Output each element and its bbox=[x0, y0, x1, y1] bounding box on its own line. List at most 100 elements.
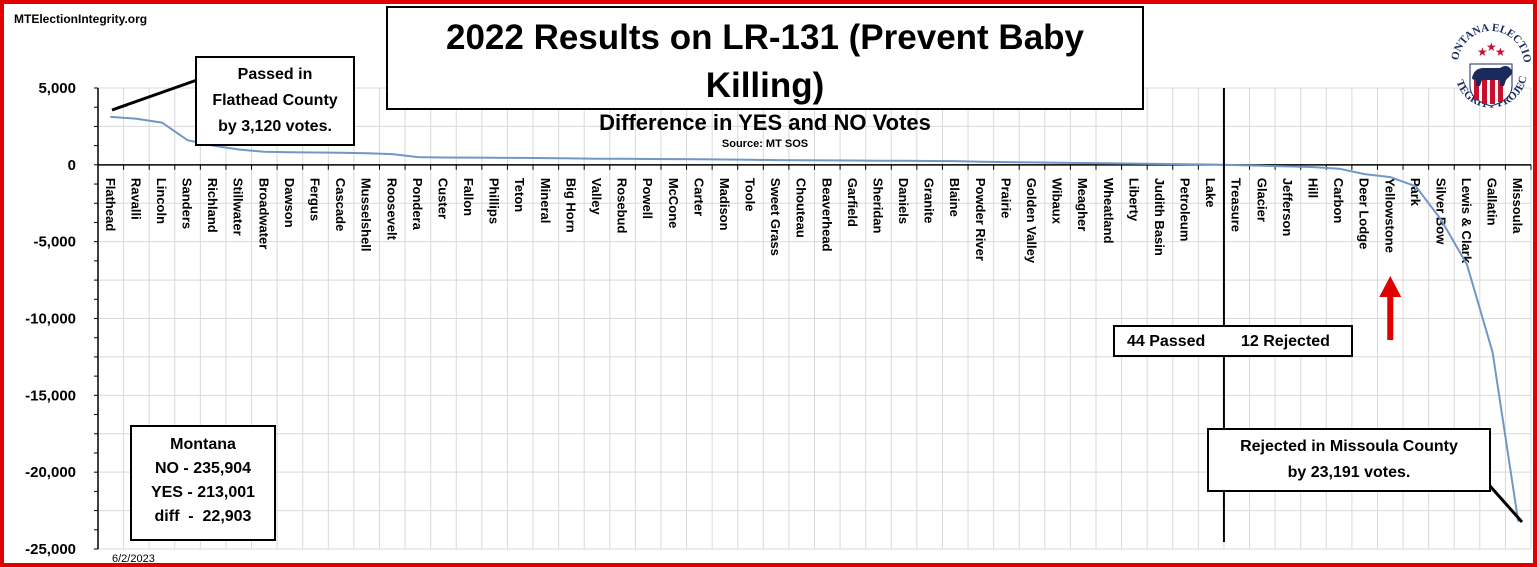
chart-title: 2022 Results on LR-131 (Prevent Baby Kil… bbox=[445, 18, 1084, 105]
data-point bbox=[237, 148, 240, 151]
data-point bbox=[647, 158, 649, 160]
category-label: Toole bbox=[743, 178, 758, 212]
missoula-annotation: Rejected in Missoula County by 23,191 vo… bbox=[1207, 428, 1491, 492]
data-point bbox=[1261, 164, 1264, 167]
category-label: Wheatland bbox=[1101, 178, 1116, 244]
category-label: Meagher bbox=[1075, 178, 1090, 231]
category-label: McCone bbox=[666, 178, 681, 229]
data-point bbox=[749, 158, 752, 161]
data-point bbox=[698, 158, 701, 161]
category-label: Ravalli bbox=[128, 178, 143, 220]
category-label: Dawson bbox=[282, 178, 297, 228]
data-point bbox=[1133, 162, 1136, 165]
data-point bbox=[1491, 351, 1494, 354]
data-point bbox=[1312, 166, 1315, 168]
data-point bbox=[519, 157, 522, 159]
category-label: Blaine bbox=[947, 178, 962, 217]
passed-count: 44 Passed bbox=[1127, 333, 1206, 350]
y-tick-label: -20,000 bbox=[25, 464, 76, 481]
montana-summary: Montana NO - 235,904 YES - 213,001 diff … bbox=[130, 425, 276, 541]
category-label: Custer bbox=[435, 178, 450, 219]
y-tick-label: -5,000 bbox=[33, 234, 76, 251]
category-label: Richland bbox=[205, 178, 220, 233]
data-point bbox=[1056, 161, 1059, 164]
svg-text:MONTANA ELECTION: MONTANA ELECTION bbox=[1448, 14, 1533, 64]
y-tick-label: -15,000 bbox=[25, 387, 76, 404]
category-label: Roosevelt bbox=[384, 178, 399, 241]
logo-icon: MONTANA ELECTION INTEGRITY PROJECT ★ ★ ★ bbox=[1448, 14, 1533, 111]
category-label: Valley bbox=[589, 178, 604, 216]
category-label: Stillwater bbox=[231, 178, 246, 236]
data-point bbox=[826, 159, 829, 162]
category-label: Carbon bbox=[1331, 178, 1346, 224]
y-tick-label: 5,000 bbox=[38, 80, 76, 97]
category-label: Silver Bow bbox=[1433, 178, 1448, 245]
missoula-line-2: by 23,191 votes. bbox=[1287, 464, 1411, 481]
flathead-line-3: by 3,120 votes. bbox=[218, 118, 332, 135]
category-label: Lake bbox=[1203, 178, 1218, 208]
data-point bbox=[263, 150, 266, 153]
flathead-annotation: Passed in Flathead County by 3,120 votes… bbox=[195, 56, 355, 146]
category-label: Chouteau bbox=[794, 178, 809, 238]
data-point bbox=[877, 159, 880, 162]
category-label: Yellowstone bbox=[1382, 178, 1397, 253]
category-label: Golden Valley bbox=[1024, 178, 1039, 264]
site-label: MTElectionIntegrity.org bbox=[14, 12, 148, 26]
category-label: Gallatin bbox=[1485, 178, 1500, 226]
category-label: Lincoln bbox=[154, 178, 169, 224]
category-label: Carter bbox=[691, 178, 706, 216]
category-label: Big Horn bbox=[563, 178, 578, 233]
category-label: Beaverhead bbox=[819, 178, 834, 252]
data-point bbox=[1338, 167, 1340, 170]
data-point bbox=[1287, 165, 1289, 168]
data-point bbox=[1415, 185, 1417, 188]
data-point bbox=[314, 151, 317, 154]
category-label: Glacier bbox=[1254, 178, 1269, 222]
data-point bbox=[135, 117, 138, 120]
data-point bbox=[903, 160, 905, 162]
data-point bbox=[340, 152, 342, 154]
data-point bbox=[596, 157, 598, 160]
data-point bbox=[1031, 161, 1033, 164]
category-label: Teton bbox=[512, 178, 527, 212]
category-label: Liberty bbox=[1126, 178, 1141, 222]
montana-no: NO - 235,904 bbox=[154, 460, 252, 477]
category-label: Lewis & Clark bbox=[1459, 178, 1474, 264]
data-point bbox=[109, 116, 112, 118]
data-point bbox=[672, 158, 675, 160]
category-label: Cascade bbox=[333, 178, 348, 231]
category-label: Hill bbox=[1305, 178, 1320, 198]
y-tick-label: -10,000 bbox=[25, 311, 76, 328]
data-point bbox=[980, 160, 982, 163]
chart-subtitle: Difference in YES and NO Votes bbox=[599, 110, 931, 135]
flathead-callout-line bbox=[111, 78, 198, 112]
arrow-head bbox=[1379, 276, 1402, 297]
category-label: Prairie bbox=[998, 178, 1013, 218]
data-point bbox=[289, 151, 291, 154]
category-label: Judith Basin bbox=[1152, 178, 1167, 256]
data-point bbox=[1082, 162, 1084, 164]
data-point bbox=[1210, 163, 1212, 166]
data-point bbox=[1235, 164, 1238, 166]
category-label: Powell bbox=[640, 178, 655, 219]
data-point bbox=[800, 159, 803, 162]
category-label: Flathead bbox=[103, 178, 118, 232]
montana-diff: diff - 22,903 bbox=[154, 508, 252, 525]
category-label: Powder River bbox=[973, 178, 988, 261]
data-point bbox=[852, 159, 854, 162]
category-label: Musselshell bbox=[359, 178, 374, 252]
data-point bbox=[1005, 161, 1008, 163]
data-point bbox=[621, 158, 624, 160]
data-point bbox=[1440, 219, 1443, 221]
data-point bbox=[1107, 162, 1110, 165]
svg-text:★: ★ bbox=[1495, 45, 1506, 59]
data-point bbox=[1389, 176, 1392, 178]
data-point bbox=[186, 139, 189, 142]
category-label: Daniels bbox=[896, 178, 911, 224]
category-label: Sheridan bbox=[870, 178, 885, 234]
flathead-line-1: Passed in bbox=[237, 66, 313, 83]
category-label: Mineral bbox=[538, 178, 553, 224]
data-point bbox=[928, 160, 931, 162]
series-line bbox=[110, 115, 1520, 522]
